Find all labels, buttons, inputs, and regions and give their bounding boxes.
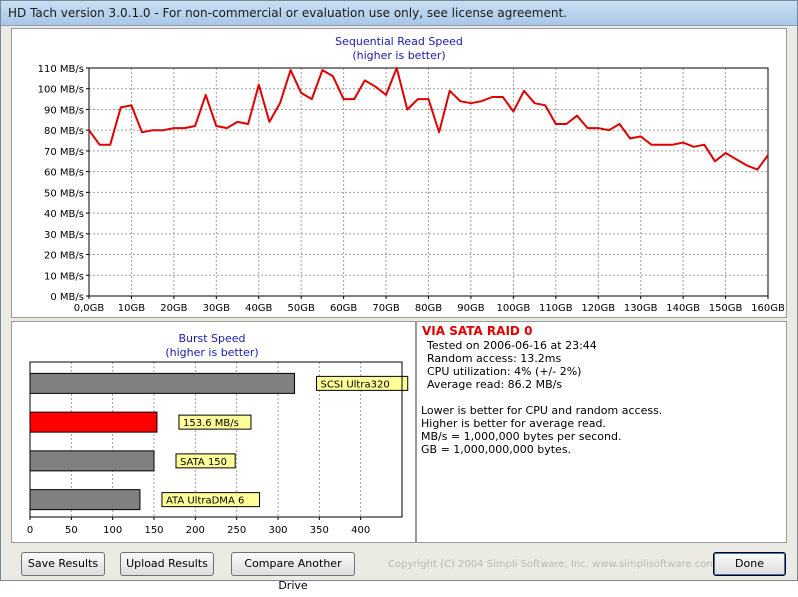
y-tick-label: 30 MB/s (44, 230, 84, 241)
cpu-utilization: CPU utilization: 4% (+/- 2%) (427, 365, 582, 378)
burst-bar (29, 450, 155, 472)
y-tick-label: 80 MB/s (44, 126, 84, 137)
x-tick-label: 10GB (118, 303, 145, 314)
burst-bar-label: SCSI Ultra320 (321, 379, 390, 390)
x-tick-label: 80GB (415, 303, 442, 314)
note-line: GB = 1,000,000,000 bytes. (421, 443, 572, 456)
random-access: Random access: 13.2ms (427, 352, 562, 365)
burst-label-box (175, 453, 236, 469)
save-results-button[interactable]: Save Results (21, 552, 105, 576)
burst-bar-label: 153.6 MB/s (183, 418, 239, 429)
burst-bar (29, 411, 158, 433)
burst-label-box (178, 414, 252, 430)
chart-title: Sequential Read Speed (335, 35, 463, 48)
x-tick-label: 150GB (709, 303, 743, 314)
burst-tick-label: 250 (227, 525, 246, 536)
compare-another-drive-button[interactable]: Compare Another Drive (231, 552, 355, 592)
tested-date: Tested on 2006-06-16 at 23:44 (427, 339, 597, 352)
y-tick-label: 20 MB/s (44, 251, 84, 262)
chart-subtitle: (higher is better) (352, 49, 445, 62)
x-tick-label: 50GB (288, 303, 315, 314)
y-tick-label: 90 MB/s (44, 105, 84, 116)
burst-tick-label: 350 (310, 525, 329, 536)
copyright-text: Copyright (C) 2004 Simpli Software, Inc.… (388, 559, 717, 570)
burst-speed-chart: Burst Speed (higher is better) SCSI Ultr… (27, 332, 409, 536)
x-tick-label: 120GB (581, 303, 615, 314)
x-tick-label: 140GB (666, 303, 700, 314)
note-line: Higher is better for average read. (421, 417, 606, 430)
burst-label-box (316, 375, 409, 391)
y-tick-label: 60 MB/s (44, 168, 84, 179)
x-tick-label: 70GB (372, 303, 399, 314)
sequential-read-panel: Sequential Read Speed (higher is better)… (11, 28, 787, 318)
burst-bar (29, 372, 296, 394)
x-tick-label: 20GB (160, 303, 187, 314)
burst-tick-label: 200 (186, 525, 205, 536)
read-speed-line (88, 67, 769, 171)
burst-title: Burst Speed (178, 332, 245, 345)
sequential-read-chart: Sequential Read Speed (higher is better)… (38, 35, 785, 314)
burst-tick-label: 400 (351, 525, 370, 536)
y-tick-label: 10 MB/s (44, 271, 84, 282)
burst-tick-label: 300 (268, 525, 287, 536)
y-tick-label: 100 MB/s (38, 85, 84, 96)
x-tick-label: 30GB (203, 303, 230, 314)
burst-bar-label: SATA 150 (180, 457, 227, 468)
average-read: Average read: 86.2 MB/s (427, 378, 563, 391)
x-tick-label: 160GB (751, 303, 785, 314)
x-tick-label: 40GB (245, 303, 272, 314)
burst-tick-label: 50 (65, 525, 78, 536)
window-title: HD Tach version 3.0.1.0 - For non-commer… (8, 6, 567, 20)
burst-tick-label: 0 (27, 525, 33, 536)
burst-subtitle: (higher is better) (165, 346, 258, 359)
x-tick-label: 110GB (539, 303, 573, 314)
x-tick-label: 130GB (624, 303, 658, 314)
x-tick-label: 90GB (457, 303, 484, 314)
y-tick-label: 0 MB/s (50, 292, 84, 303)
burst-bar-label: ATA UltraDMA 6 (166, 496, 244, 507)
burst-bar (29, 489, 141, 511)
x-tick-label: 60GB (330, 303, 357, 314)
drive-info-panel: VIA SATA RAID 0 Tested on 2006-06-16 at … (416, 321, 787, 543)
y-tick-label: 70 MB/s (44, 147, 84, 158)
drive-name: VIA SATA RAID 0 (422, 324, 533, 338)
y-tick-label: 40 MB/s (44, 209, 84, 220)
y-tick-label: 50 MB/s (44, 188, 84, 199)
burst-label-box (161, 492, 261, 508)
note-line: MB/s = 1,000,000 bytes per second. (421, 430, 622, 443)
x-tick-label: 100GB (497, 303, 531, 314)
burst-tick-label: 100 (103, 525, 122, 536)
burst-speed-panel: Burst Speed (higher is better) SCSI Ultr… (11, 321, 416, 543)
title-bar[interactable]: HD Tach version 3.0.1.0 - For non-commer… (1, 1, 797, 26)
upload-results-button[interactable]: Upload Results (120, 552, 214, 576)
burst-plot-border (29, 361, 403, 518)
burst-tick-label: 150 (144, 525, 163, 536)
x-tick-label: 0,0GB (74, 303, 105, 314)
y-tick-label: 110 MB/s (38, 64, 84, 75)
note-line: Lower is better for CPU and random acces… (421, 404, 663, 417)
done-button[interactable]: Done (713, 552, 786, 576)
